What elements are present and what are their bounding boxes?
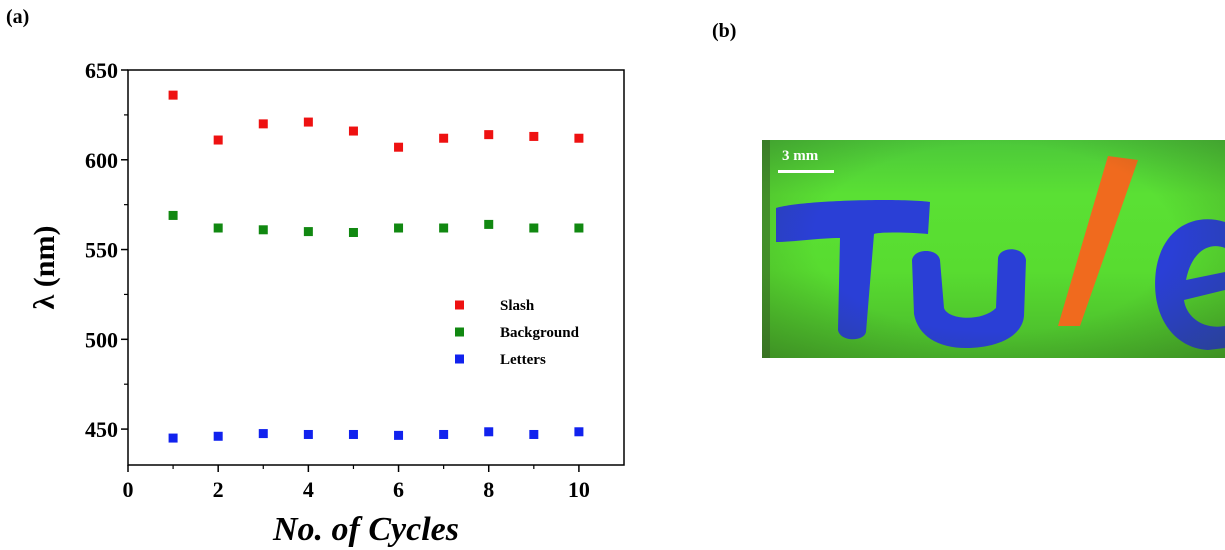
point-slash (303, 117, 313, 127)
letter-e-shape (1155, 219, 1225, 350)
y-tick-label: 500 (85, 327, 118, 352)
legend-marker (455, 300, 464, 310)
point-background (529, 223, 539, 233)
x-tick-label: 0 (123, 477, 134, 502)
x-tick-label: 10 (568, 477, 590, 502)
point-letters (348, 429, 358, 439)
point-slash (213, 135, 223, 145)
letter-t-shape (776, 200, 930, 340)
point-background (303, 227, 313, 237)
point-letters (394, 430, 404, 440)
point-letters (258, 429, 268, 439)
point-background (168, 210, 178, 220)
point-letters (213, 431, 223, 441)
point-slash (574, 133, 584, 143)
photo-vignette (762, 140, 1225, 358)
point-slash (394, 142, 404, 152)
scale-bar-label: 3 mm (782, 148, 819, 164)
point-slash (439, 133, 449, 143)
panel-label-b: (b) (712, 20, 737, 42)
point-background (348, 227, 358, 237)
point-background (213, 223, 223, 233)
point-letters (168, 433, 178, 443)
y-tick-label: 650 (85, 58, 118, 83)
x-tick-label: 8 (483, 477, 494, 502)
plot-frame (127, 69, 625, 466)
legend-marker (455, 327, 464, 337)
point-background (258, 225, 268, 235)
point-background (484, 219, 494, 229)
y-tick-label: 450 (85, 417, 118, 442)
point-background (574, 223, 584, 233)
sample-photo: 3 mm (762, 140, 1225, 358)
chart-points (168, 90, 584, 443)
x-tick-label: 6 (393, 477, 404, 502)
point-slash (529, 131, 539, 141)
legend-label: Letters (500, 352, 546, 368)
point-letters (574, 427, 584, 437)
letter-u-shape (912, 249, 1026, 348)
chart-ticks: 0 2 4 6 8 10 450 500 550 600 650 (85, 58, 590, 502)
legend-marker (455, 354, 464, 364)
point-letters (439, 429, 449, 439)
point-background (439, 223, 449, 233)
y-tick-label: 600 (85, 148, 118, 173)
y-axis-title: λ (nm) (28, 226, 61, 310)
point-letters (529, 429, 539, 439)
photo-dark-edge (762, 140, 770, 358)
legend-label: Background (500, 325, 580, 341)
chart-legend: Slash Background Letters (455, 298, 580, 368)
x-axis-title: No. of Cycles (272, 511, 459, 548)
panel-label-a: (a) (6, 6, 30, 28)
chart-axes (127, 69, 625, 466)
point-slash (484, 130, 494, 140)
x-tick-label: 2 (213, 477, 224, 502)
photo-pattern (776, 156, 1225, 350)
point-background (394, 223, 404, 233)
point-letters (484, 427, 494, 437)
point-slash (348, 126, 358, 136)
point-slash (168, 90, 178, 100)
slash-shape (1058, 156, 1138, 326)
legend-label: Slash (500, 298, 535, 314)
point-letters (303, 429, 313, 439)
x-tick-label: 4 (303, 477, 314, 502)
y-tick-label: 550 (85, 238, 118, 263)
scale-bar (778, 170, 834, 173)
point-slash (258, 119, 268, 129)
